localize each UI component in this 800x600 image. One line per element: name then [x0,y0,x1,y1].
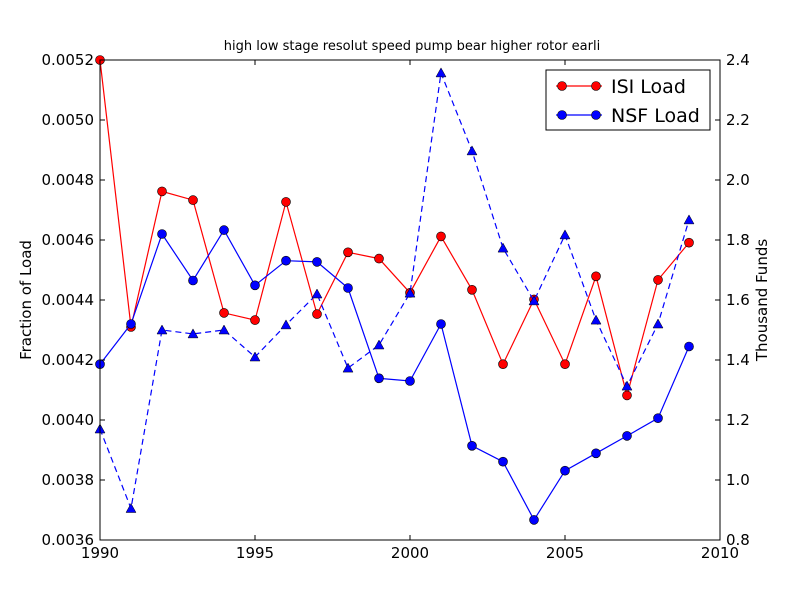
nsf-load-point [498,456,508,467]
thousand-funds-point [404,287,416,298]
nsf-load-point [591,448,601,459]
isi-load-point [684,237,694,248]
y2-tick-label: 2.2 [726,111,750,129]
thousand-funds-point [652,318,664,329]
y-tick-label: 0.0050 [42,111,95,129]
nsf-load-point [560,465,570,476]
legend-isi-marker-left [557,81,567,91]
nsf-load-point [250,280,260,291]
nsf-load-point [343,283,353,293]
y-tick-label: 0.0040 [42,411,95,429]
nsf-load-point [126,319,136,329]
isi-load-point [560,359,570,370]
isi-load-point [591,271,601,282]
thousand-funds-point [373,339,385,350]
x-tick-label: 2005 [546,544,584,562]
nsf-load-point [622,431,632,441]
plot-frame [99,59,721,541]
x-tick-label: 1990 [81,544,119,562]
y2-tick-label: 1.0 [726,471,750,489]
isi-load-point [250,315,260,325]
y-tick-label: 0.0046 [42,231,95,249]
plot-area [94,55,695,525]
thousand-funds-point [311,288,323,299]
isi-load-point [157,186,167,197]
isi-load-point [498,359,508,370]
y2-axis-label: Thousand Funds [753,239,771,362]
x-tick-label: 1995 [236,544,274,562]
isi-load-point [281,197,291,207]
legend-isi-marker-right [591,81,601,91]
thousand-funds-point [435,67,447,78]
y-axis-label: Fraction of Load [17,240,35,360]
y2-tick-label: 1.4 [726,351,750,369]
y-tick-label: 0.0042 [42,351,95,369]
y-tick-label: 0.0036 [42,531,95,549]
nsf-load-point [529,515,539,525]
nsf-load-series-line [99,228,690,522]
isi-load-point [188,195,198,205]
thousand-funds-point [125,502,137,513]
nsf-load-point [436,319,446,329]
nsf-load-point [405,376,415,386]
y-tick-label: 0.0044 [42,291,95,309]
y2-tick-label: 1.6 [726,291,750,309]
chart-title: high low stage resolut speed pump bear h… [224,39,600,54]
x-tick-label: 2000 [391,544,429,562]
isi-load-point [622,390,632,401]
y2-tick-label: 0.8 [726,531,750,549]
isi-load-point [467,284,477,295]
isi-load-point [436,231,446,242]
isi-load-point [219,308,229,318]
thousand-funds-point [156,324,168,335]
nsf-load-point [188,275,198,286]
nsf-load-point [684,341,694,352]
thousand-funds-series-line [99,70,690,511]
nsf-load-point [219,225,229,235]
y-tick-label: 0.0048 [42,171,95,189]
legend-nsf-marker-left [557,110,567,120]
isi-load-series-line [99,59,690,398]
y2-tick-label: 1.2 [726,411,750,429]
y2-tick-label: 1.8 [726,231,750,249]
isi-load-point [374,253,384,264]
thousand-funds-point [497,242,509,253]
y-tick-label: 0.0052 [42,51,95,69]
legend-nsf-marker-right [591,110,601,120]
nsf-load-point [374,373,384,384]
isi-load-point [653,275,663,285]
legend: ISI Load NSF Load [545,69,711,131]
thousand-funds-point [590,314,602,325]
nsf-load-point [653,413,663,424]
thousand-funds-point [621,380,633,391]
nsf-load-point [281,255,291,266]
thousand-funds-point [683,214,695,225]
thousand-funds-point [187,328,199,339]
thousand-funds-point [559,229,571,240]
legend-box [545,69,711,131]
y2-tick-label: 2.0 [726,171,750,189]
thousand-funds-point [342,362,354,373]
isi-load-point [343,247,353,258]
isi-load-point [312,309,322,319]
thousand-funds-point [218,324,230,335]
nsf-load-point [312,257,322,267]
x-tick-label: 2010 [701,544,739,562]
y2-tick-label: 2.4 [726,51,750,69]
y-tick-label: 0.0038 [42,471,95,489]
thousand-funds-point [528,295,540,306]
thousand-funds-point [466,145,478,156]
legend-nsf-label: NSF Load [611,105,700,127]
legend-isi-label: ISI Load [611,76,686,98]
thousand-funds-point [249,351,261,362]
thousand-funds-point [280,319,292,330]
nsf-load-point [157,229,167,239]
nsf-load-point [467,440,477,451]
